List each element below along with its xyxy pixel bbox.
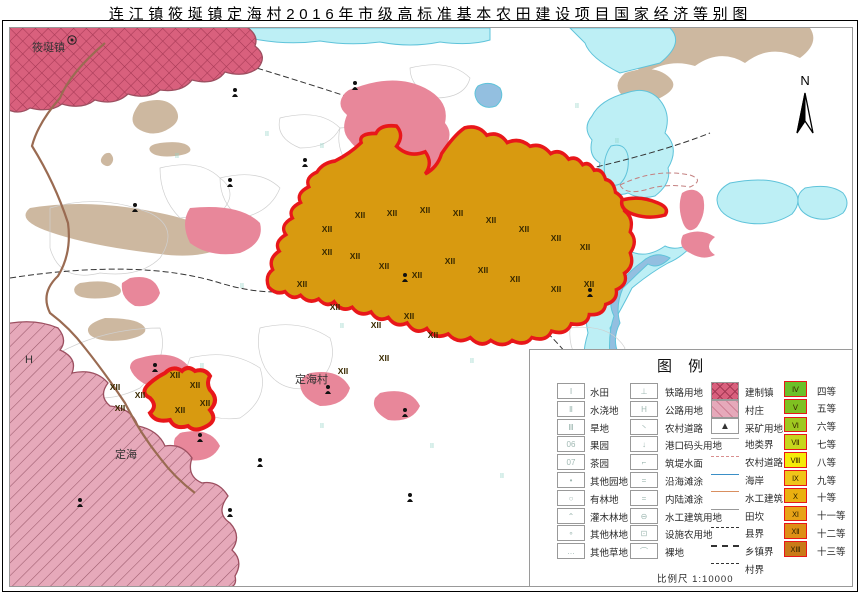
svg-text:XII: XII xyxy=(297,279,307,289)
svg-text:II: II xyxy=(265,131,269,138)
svg-text:II: II xyxy=(470,358,474,365)
svg-text:XII: XII xyxy=(330,302,340,312)
svg-text:筱埏镇: 筱埏镇 xyxy=(32,40,65,54)
svg-text:XII: XII xyxy=(115,403,125,413)
svg-text:XII: XII xyxy=(445,256,455,266)
svg-text:定海村: 定海村 xyxy=(295,372,328,386)
svg-text:XII: XII xyxy=(379,353,389,363)
svg-text:XII: XII xyxy=(551,284,561,294)
svg-text:XII: XII xyxy=(135,390,145,400)
svg-text:XII: XII xyxy=(322,224,332,234)
svg-text:XII: XII xyxy=(420,205,430,215)
svg-text:II: II xyxy=(340,323,344,330)
svg-text:XII: XII xyxy=(322,247,332,257)
svg-text:XII: XII xyxy=(428,330,438,340)
svg-text:II: II xyxy=(615,138,619,145)
svg-text:N: N xyxy=(800,73,809,88)
svg-text:XII: XII xyxy=(519,224,529,234)
svg-text:II: II xyxy=(500,473,504,480)
svg-text:II: II xyxy=(430,443,434,450)
svg-text:XII: XII xyxy=(486,215,496,225)
svg-text:XII: XII xyxy=(338,366,348,376)
svg-text:XII: XII xyxy=(379,261,389,271)
svg-text:XII: XII xyxy=(110,382,120,392)
svg-text:XII: XII xyxy=(584,279,594,289)
svg-text:II: II xyxy=(320,143,324,150)
svg-text:XII: XII xyxy=(580,242,590,252)
svg-text:XII: XII xyxy=(551,233,561,243)
svg-text:XII: XII xyxy=(404,311,414,321)
svg-text:XII: XII xyxy=(350,251,360,261)
svg-text:XII: XII xyxy=(200,398,210,408)
svg-text:XII: XII xyxy=(453,208,463,218)
svg-text:XII: XII xyxy=(412,270,422,280)
svg-text:XII: XII xyxy=(355,210,365,220)
svg-text:II: II xyxy=(320,423,324,430)
svg-text:XII: XII xyxy=(371,320,381,330)
svg-text:XII: XII xyxy=(190,380,200,390)
svg-text:H: H xyxy=(25,354,33,366)
svg-text:XII: XII xyxy=(175,405,185,415)
svg-text:XII: XII xyxy=(387,208,397,218)
svg-text:II: II xyxy=(575,103,579,110)
svg-text:XII: XII xyxy=(478,265,488,275)
svg-text:定海: 定海 xyxy=(115,447,137,461)
svg-text:II: II xyxy=(175,153,179,160)
svg-text:XII: XII xyxy=(170,370,180,380)
svg-text:XII: XII xyxy=(510,274,520,284)
